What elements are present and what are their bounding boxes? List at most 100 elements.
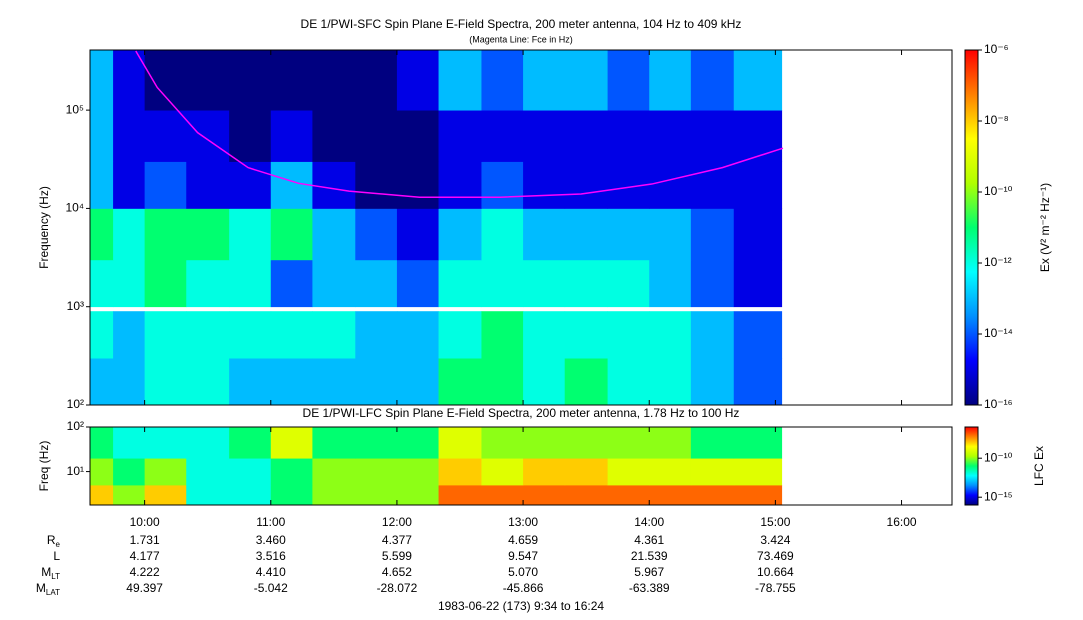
heatmap-cell (733, 208, 783, 261)
heatmap-cell (564, 208, 609, 261)
heatmap-cell (113, 485, 146, 506)
ephemeris-label-main: M (36, 581, 46, 595)
heatmap-cell (312, 311, 356, 359)
heatmap-cell (607, 458, 650, 486)
heatmap-cell (690, 50, 735, 111)
colorbar-label: Ex (V² m⁻² Hz⁻¹) (1038, 183, 1052, 272)
heatmap-cell (396, 485, 439, 506)
x-tick-label: 12:00 (382, 515, 412, 529)
heatmap-cell (564, 110, 609, 162)
heatmap-cell (90, 50, 114, 111)
x-tick-label: 10:00 (130, 515, 160, 529)
colorbar-tick-label: 10⁻¹⁰ (984, 184, 1013, 198)
fce-line (135, 50, 784, 198)
heatmap-cell (186, 427, 230, 459)
heatmap-cell (144, 208, 187, 261)
heatmap-cell (438, 50, 482, 111)
heatmap-cell (90, 259, 114, 308)
ephemeris-value: 5.599 (382, 549, 412, 563)
heatmap-cell (607, 485, 650, 506)
y-axis-label: Freq (Hz) (37, 441, 51, 492)
heatmap-cell (733, 427, 783, 459)
heatmap-cell (607, 110, 650, 162)
ephemeris-label-main: R (47, 533, 56, 547)
heatmap-cell (144, 50, 187, 111)
chart-title: DE 1/PWI-LFC Spin Plane E-Field Spectra,… (303, 406, 740, 420)
heatmap-cell (229, 458, 272, 486)
heatmap-cell (733, 50, 783, 111)
heatmap-cell (113, 358, 146, 405)
heatmap-cell (481, 311, 524, 359)
ephemeris-value: 4.361 (634, 533, 664, 547)
ephemeris-value: 73.469 (757, 549, 794, 563)
heatmap-cell (481, 208, 524, 261)
heatmap-cell (113, 458, 146, 486)
heatmap-cell (229, 311, 272, 359)
heatmap-cell (690, 358, 735, 405)
heatmap-cell (396, 50, 439, 111)
colorbar-label: LFC Ex (1032, 446, 1046, 486)
heatmap-cell (270, 458, 313, 486)
ephemeris-label-sub: LAT (46, 588, 60, 597)
heatmap-cell (564, 161, 609, 209)
heatmap-cell (186, 311, 230, 359)
heatmap-cell (312, 208, 356, 261)
heatmap-cell (690, 208, 735, 261)
heatmap-cell (113, 311, 146, 359)
heatmap-cell (523, 50, 566, 111)
heatmap-cell (229, 208, 272, 261)
heatmap-cell (649, 208, 692, 261)
heatmap-cell (607, 427, 650, 459)
heatmap-cell (690, 161, 735, 209)
heatmap-cell (438, 358, 482, 405)
heatmap-cell (564, 427, 609, 459)
heatmap-cell (481, 458, 524, 486)
heatmap-cell (607, 50, 650, 111)
heatmap-cell (438, 161, 482, 209)
heatmap-cell (438, 311, 482, 359)
heatmap-cell (396, 358, 439, 405)
heatmap-cell (186, 458, 230, 486)
heatmap-cell (355, 50, 398, 111)
y-tick-label: 10² (67, 397, 84, 411)
ephemeris-label-main: L (53, 549, 60, 563)
ephemeris-value: -28.072 (377, 581, 418, 595)
heatmap-cell (564, 485, 609, 506)
heatmap-cell (438, 485, 482, 506)
heatmap-cell (270, 110, 313, 162)
heatmap-cell (312, 161, 356, 209)
heatmap (90, 50, 784, 405)
heatmap-cell (90, 110, 114, 162)
plot-frame (89, 426, 953, 506)
heatmap-cell (229, 110, 272, 162)
ephemeris-label-sub: e (56, 540, 61, 549)
heatmap-cell (90, 161, 114, 209)
colorbar-tick-label: 10⁻⁶ (984, 42, 1009, 56)
heatmap-cell (113, 427, 146, 459)
heatmap-cell (186, 208, 230, 261)
heatmap-cell (690, 427, 735, 459)
heatmap-cell (438, 259, 482, 308)
heatmap-cell (396, 208, 439, 261)
ephemeris-value: 4.377 (382, 533, 412, 547)
heatmap-cell (113, 161, 146, 209)
ephemeris-value: 4.652 (382, 565, 412, 579)
chart-title: DE 1/PWI-SFC Spin Plane E-Field Spectra,… (301, 17, 742, 31)
colorbar-tick-label: 10⁻¹⁶ (984, 397, 1013, 411)
ephemeris-value: 21.539 (631, 549, 668, 563)
ephemeris-label: MLAT (36, 581, 60, 597)
heatmap-cell (481, 259, 524, 308)
heatmap-cell (144, 259, 187, 308)
chart-subtitle: (Magenta Line: Fce in Hz) (469, 34, 573, 44)
heatmap-cell (90, 358, 114, 405)
heatmap-cell (690, 458, 735, 486)
y-tick-label: 10⁴ (65, 201, 84, 215)
y-tick-label: 10³ (67, 299, 84, 313)
heatmap-cell (229, 50, 272, 111)
heatmap-cell (649, 50, 692, 111)
heatmap-cell (144, 427, 187, 459)
heatmap-cell (113, 259, 146, 308)
heatmap-cell (186, 110, 230, 162)
heatmap-cell (649, 161, 692, 209)
